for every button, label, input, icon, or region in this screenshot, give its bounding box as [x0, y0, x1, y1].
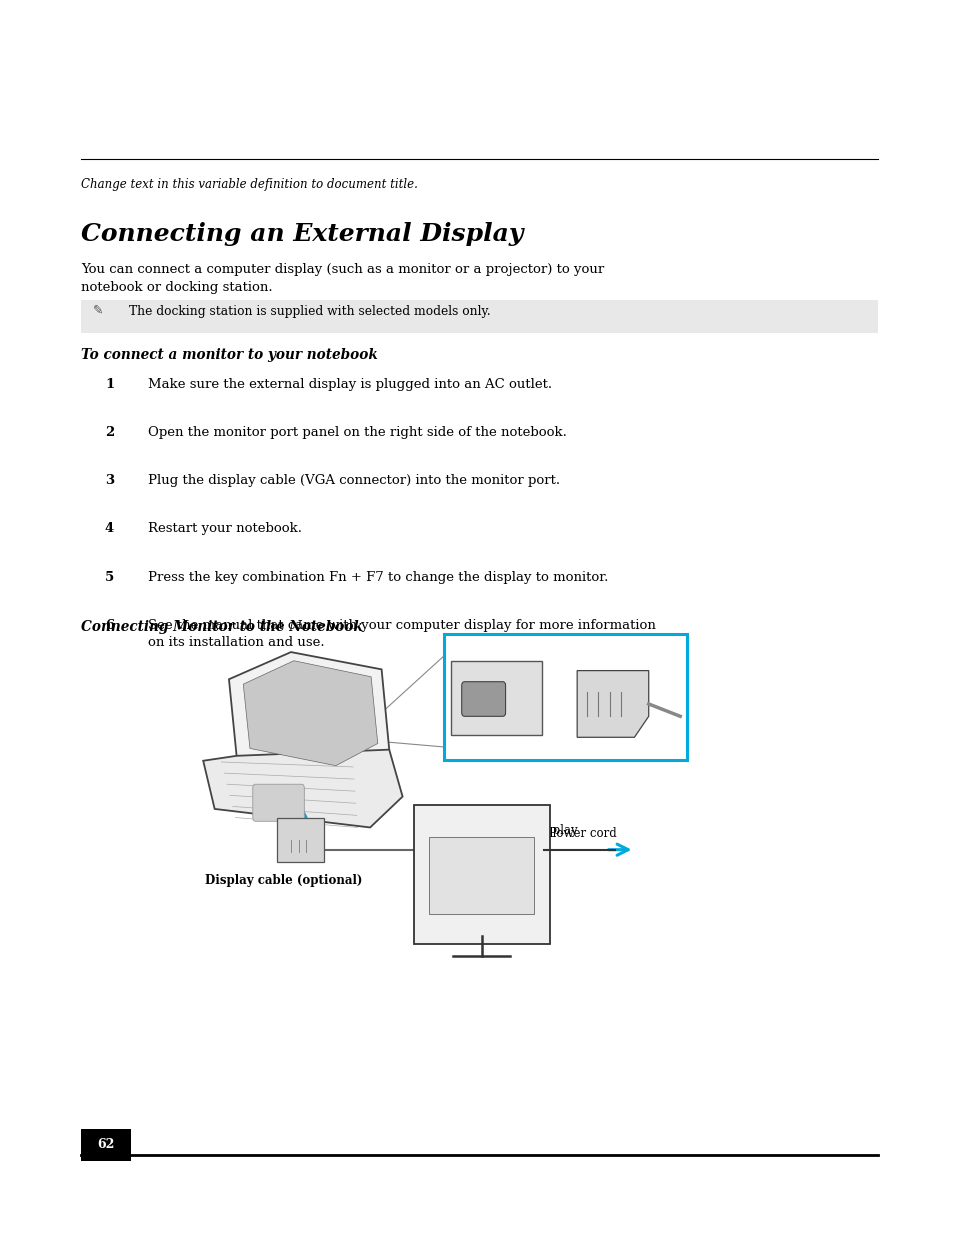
Text: 62: 62 — [97, 1139, 114, 1151]
Text: Plug the display cable (VGA connector) into the monitor port.: Plug the display cable (VGA connector) i… — [148, 474, 559, 488]
FancyBboxPatch shape — [253, 784, 304, 821]
Text: ✎: ✎ — [92, 304, 103, 317]
Text: Display cable (optional): Display cable (optional) — [205, 873, 362, 887]
Text: Computer display: Computer display — [472, 824, 578, 837]
FancyBboxPatch shape — [81, 300, 877, 333]
Text: The docking station is supplied with selected models only.: The docking station is supplied with sel… — [129, 305, 490, 319]
FancyBboxPatch shape — [443, 634, 686, 760]
Text: You can connect a computer display (such as a monitor or a projector) to your
no: You can connect a computer display (such… — [81, 263, 603, 294]
FancyBboxPatch shape — [414, 805, 549, 944]
Text: 6: 6 — [105, 619, 114, 632]
FancyBboxPatch shape — [81, 1129, 131, 1161]
Polygon shape — [229, 652, 389, 776]
Text: To connect a monitor to your notebook: To connect a monitor to your notebook — [81, 348, 377, 362]
FancyBboxPatch shape — [429, 837, 534, 914]
Text: See the manual that came with your computer display for more information
on its : See the manual that came with your compu… — [148, 619, 655, 650]
FancyBboxPatch shape — [461, 682, 505, 716]
Text: Power cord: Power cord — [548, 826, 616, 840]
Text: 3: 3 — [105, 474, 114, 488]
Polygon shape — [243, 661, 377, 766]
Text: Change text in this variable definition to document title.: Change text in this variable definition … — [81, 178, 417, 191]
FancyBboxPatch shape — [276, 818, 324, 862]
FancyBboxPatch shape — [451, 661, 541, 735]
Polygon shape — [577, 671, 648, 737]
Text: Connecting Monitor to the Notebook: Connecting Monitor to the Notebook — [81, 620, 363, 634]
Text: 2: 2 — [105, 426, 114, 440]
Text: 4: 4 — [105, 522, 114, 536]
Text: Restart your notebook.: Restart your notebook. — [148, 522, 301, 536]
Text: Open the monitor port panel on the right side of the notebook.: Open the monitor port panel on the right… — [148, 426, 566, 440]
Text: 1: 1 — [105, 378, 114, 391]
Text: Make sure the external display is plugged into an AC outlet.: Make sure the external display is plugge… — [148, 378, 552, 391]
Text: Connecting an External Display: Connecting an External Display — [81, 222, 523, 246]
Polygon shape — [203, 750, 402, 827]
Text: Press the key combination Fn + F7 to change the display to monitor.: Press the key combination Fn + F7 to cha… — [148, 571, 608, 584]
Text: 5: 5 — [105, 571, 114, 584]
